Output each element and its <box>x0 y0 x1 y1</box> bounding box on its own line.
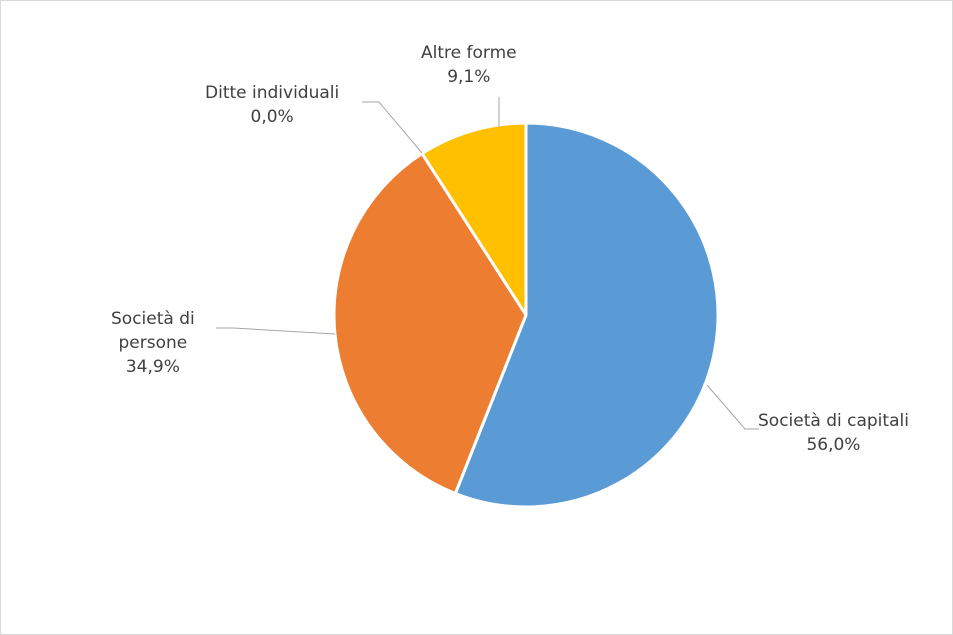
label-name-line1: Società di <box>111 309 195 329</box>
label-name: Società di capitali <box>758 411 909 431</box>
label-name-line2: persone <box>118 333 188 353</box>
pie-slice-societ-di-capitali <box>453 121 720 509</box>
leader-ditte <box>362 101 423 154</box>
leader-lines <box>216 97 759 430</box>
pie-slices <box>332 121 720 509</box>
label-value: 56,0% <box>806 435 861 455</box>
label-ditte-individuali: Ditte individuali 0,0% <box>205 81 339 129</box>
label-societa-di-capitali: Società di capitali 56,0% <box>758 409 909 457</box>
leader-capitali <box>706 384 759 430</box>
leader-persone <box>216 327 336 335</box>
label-value: 34,9% <box>125 357 180 377</box>
label-societa-di-persone: Società di persone 34,9% <box>111 307 195 379</box>
label-value: 0,0% <box>250 107 294 127</box>
label-name: Ditte individuali <box>205 83 340 103</box>
label-altre-forme: Altre forme 9,1% <box>421 41 517 89</box>
label-name: Altre forme <box>421 43 517 63</box>
label-value: 9,1% <box>447 67 491 87</box>
pie-slice-altre-forme <box>420 121 528 317</box>
